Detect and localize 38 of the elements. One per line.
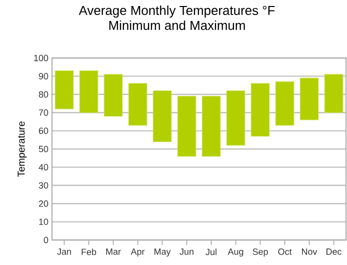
x-tick-label: Dec: [326, 248, 342, 255]
chart-title: Average Monthly Temperatures °F: [78, 6, 275, 18]
bar: [275, 81, 294, 126]
x-tick-label: Mar: [106, 248, 121, 255]
y-axis-title: Temperature: [18, 121, 27, 177]
bar: [226, 90, 246, 146]
y-tick-label: 80: [38, 91, 48, 98]
bar: [79, 70, 98, 113]
bar: [177, 96, 196, 157]
x-tick-label: Oct: [278, 248, 292, 255]
y-tick-label: 20: [38, 200, 48, 207]
y-tick-label: 60: [38, 128, 48, 134]
x-tick-label: Apr: [130, 248, 145, 257]
y-tick-label: 70: [38, 109, 48, 116]
bar: [300, 78, 319, 120]
bar: [152, 90, 172, 142]
y-tick-label: 0: [44, 236, 48, 244]
bar: [128, 83, 148, 126]
bar: [324, 74, 344, 113]
x-tick-label: Nov: [302, 248, 318, 255]
chart-subtitle: Minimum and Maximum: [109, 20, 245, 30]
x-tick-label: Jul: [206, 248, 216, 256]
x-tick-label: Jun: [180, 248, 194, 255]
y-tick-label: 10: [39, 218, 48, 225]
y-tick-label: 100: [34, 54, 48, 62]
bar: [250, 83, 270, 137]
bar: [104, 74, 123, 117]
y-tick-label: 30: [38, 182, 48, 189]
bar: [202, 96, 221, 157]
y-tick-label: 90: [38, 73, 48, 80]
x-tick-label: May: [154, 248, 171, 257]
x-tick-label: Feb: [82, 248, 96, 256]
y-tick-label: 40: [38, 164, 48, 170]
bar: [54, 70, 74, 110]
y-tick-label: 50: [38, 146, 48, 152]
x-tick-label: Aug: [228, 248, 244, 257]
x-tick-label: Jan: [57, 248, 71, 255]
x-tick-label: Sep: [252, 248, 268, 257]
